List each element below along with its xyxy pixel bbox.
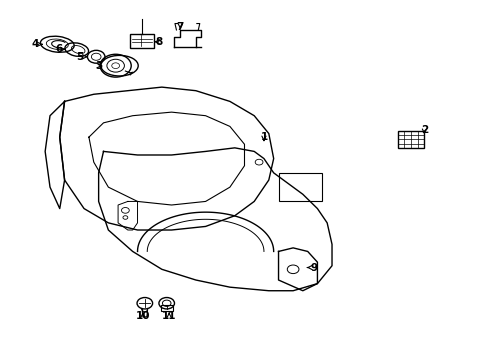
Text: 2: 2 xyxy=(420,125,427,135)
Text: 3: 3 xyxy=(95,61,102,71)
Text: 8: 8 xyxy=(155,37,163,47)
Text: 9: 9 xyxy=(307,262,317,273)
Text: 10: 10 xyxy=(135,311,150,321)
Text: 5: 5 xyxy=(77,52,87,62)
Text: 4: 4 xyxy=(32,39,42,49)
Bar xyxy=(161,305,172,311)
Text: 7: 7 xyxy=(176,22,183,32)
Text: 6: 6 xyxy=(55,44,65,54)
Bar xyxy=(397,131,424,148)
Bar xyxy=(278,173,322,202)
Text: 1: 1 xyxy=(260,132,267,142)
Bar xyxy=(130,33,153,48)
Text: 11: 11 xyxy=(162,311,176,321)
